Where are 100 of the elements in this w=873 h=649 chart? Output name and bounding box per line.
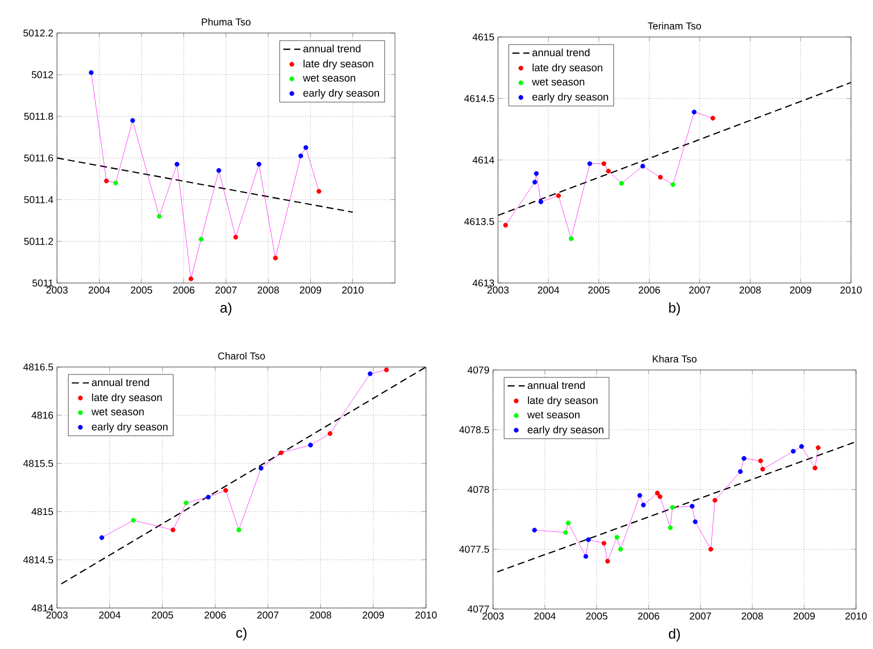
x-tick-label: 2003 (482, 612, 504, 620)
point (368, 371, 373, 376)
point (532, 528, 537, 533)
x-tick-label: 2010 (415, 612, 437, 619)
x-tick-label: 2007 (689, 286, 710, 294)
point (614, 534, 620, 540)
legend-label: wet season (302, 74, 356, 82)
point (538, 199, 544, 204)
point (670, 505, 675, 510)
point (708, 546, 714, 552)
point (816, 445, 821, 450)
point (188, 276, 194, 282)
y-tick-label: 4815.5 (23, 460, 54, 467)
point (583, 554, 588, 559)
x-tick-label: 2009 (794, 612, 815, 620)
legend-label: annual trend (92, 378, 149, 386)
x-tick-label: 2007 (690, 612, 712, 620)
x-tick-label: 2010 (845, 612, 867, 620)
point (88, 70, 94, 75)
y-tick-label: 4615 (472, 33, 494, 41)
x-tick-label: 2005 (152, 612, 174, 619)
x-tick-label: 2004 (538, 286, 560, 294)
point (812, 466, 818, 470)
point (534, 171, 539, 176)
chart-title: Charol Tso (218, 352, 265, 360)
x-tick-label: 2009 (300, 286, 322, 294)
point (308, 442, 313, 448)
text: a) (220, 302, 232, 316)
point (742, 456, 746, 461)
y-tick-label: 5011.8 (24, 112, 54, 120)
text: d) (668, 628, 680, 642)
point (278, 450, 284, 456)
point (556, 193, 561, 198)
point (298, 154, 304, 158)
point (273, 256, 278, 260)
point (758, 458, 763, 464)
point (174, 162, 180, 167)
y-tick-label: 5011.4 (24, 196, 54, 204)
point (605, 558, 610, 564)
point (216, 168, 222, 173)
x-tick-label: 2010 (342, 286, 364, 294)
legend-label: late dry season (532, 64, 602, 74)
legend-label: late dry season (92, 393, 162, 404)
x-tick-label: 2008 (310, 612, 332, 619)
y-tick-label: 5012.2 (23, 29, 53, 37)
point (655, 490, 660, 496)
x-tick-label: 2009 (790, 286, 812, 294)
x-tick-label: 2003 (487, 286, 509, 294)
point (104, 178, 109, 184)
y-tick-label: 4079 (468, 366, 490, 374)
point (602, 161, 606, 166)
point (568, 236, 574, 242)
y-tick-label: 4078.5 (459, 426, 490, 434)
legend-label: early dry season (303, 89, 379, 99)
chart-title: Khara Tso (652, 355, 697, 362)
x-tick-label: 2005 (588, 286, 610, 294)
y-tick-label: 5012 (32, 71, 53, 78)
point (602, 540, 606, 546)
y-tick-label: 4078 (468, 486, 490, 494)
point (641, 502, 646, 508)
point (113, 180, 118, 186)
y-tick-label: 5011.2 (24, 238, 53, 245)
point (637, 493, 642, 498)
point (760, 466, 766, 472)
point (316, 188, 322, 194)
y-tick-label: 4814 (32, 604, 54, 612)
y-tick-label: 5011 (32, 279, 53, 287)
text: c) (236, 627, 246, 640)
point (640, 164, 646, 169)
point (99, 535, 104, 540)
point (658, 494, 662, 500)
x-tick-label: 2005 (130, 286, 152, 294)
x-tick-label: 2004 (88, 286, 110, 294)
x-tick-label: 2003 (46, 286, 68, 294)
point (198, 236, 204, 242)
point (503, 222, 508, 228)
legend-label: wet season (91, 408, 144, 416)
x-tick-label: 2003 (46, 612, 68, 619)
legend-label: wet season (527, 411, 580, 418)
legend-label: early dry season (92, 422, 168, 433)
point (566, 520, 571, 526)
y-tick-label: 4614 (472, 156, 494, 164)
point (256, 162, 262, 167)
point (532, 180, 538, 185)
x-tick-label: 2004 (99, 612, 120, 619)
point (692, 519, 698, 524)
point (184, 500, 189, 506)
point (130, 118, 136, 123)
point (586, 537, 591, 542)
x-tick-label: 2004 (534, 612, 556, 620)
x-tick-label: 2006 (173, 286, 194, 294)
x-tick-label: 2008 (740, 286, 761, 294)
point (658, 174, 663, 180)
y-tick-label: 5011.6 (24, 154, 54, 162)
x-tick-label: 2010 (840, 286, 862, 294)
point (606, 168, 611, 174)
x-tick-label: 2006 (638, 612, 660, 620)
point (690, 504, 695, 509)
chart-title: Phuma Tso (202, 18, 250, 26)
y-tick-label: 4613.5 (464, 218, 494, 226)
